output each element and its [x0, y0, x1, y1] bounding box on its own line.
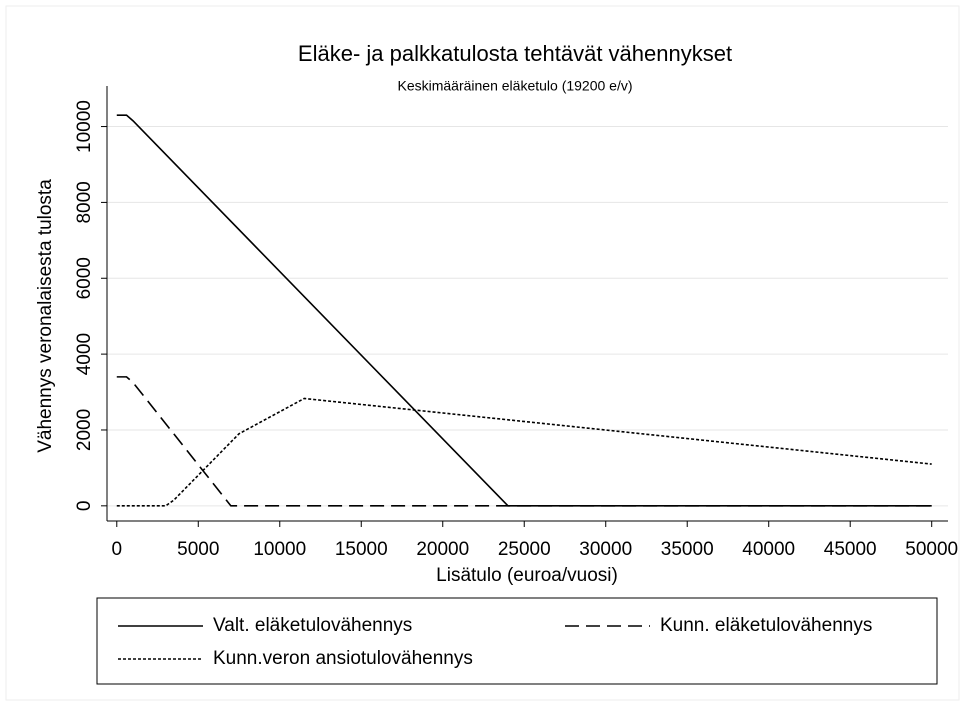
y-tick-label: 0 — [74, 501, 95, 512]
graph-frame — [5, 5, 960, 701]
legend-box — [96, 597, 938, 685]
chart-subtitle: Keskimääräinen eläketulo (19200 e/v) — [397, 78, 632, 94]
x-tick-label: 45000 — [824, 539, 877, 560]
y-tick-label: 4000 — [74, 333, 95, 375]
series-line — [116, 376, 932, 507]
y-axis-title: Vähennys veronalaisesta tulosta — [35, 179, 56, 453]
y-tick-label: 10000 — [74, 100, 95, 153]
y-tick-label: 6000 — [74, 257, 95, 299]
x-tick-label: 25000 — [498, 539, 551, 560]
x-tick-label: 30000 — [579, 539, 632, 560]
x-tick-label: 20000 — [416, 539, 469, 560]
y-tick-label: 8000 — [74, 181, 95, 223]
legend-label: Kunn. eläketulovähennys — [660, 615, 872, 636]
series-line — [116, 397, 932, 507]
x-axis-title: Lisätulo (euroa/vuosi) — [436, 565, 618, 586]
legend-label: Kunn.veron ansiotulovähennys — [213, 648, 473, 669]
x-tick-label: 40000 — [742, 539, 795, 560]
x-tick-label: 35000 — [661, 539, 714, 560]
x-tick-label: 0 — [111, 539, 122, 560]
chart-title: Eläke- ja palkkatulosta tehtävät vähenny… — [298, 41, 732, 66]
x-tick-label: 50000 — [905, 539, 958, 560]
x-tick-label: 10000 — [253, 539, 306, 560]
x-tick-label: 15000 — [335, 539, 388, 560]
legend-label: Valt. eläketulovähennys — [213, 615, 412, 636]
y-tick-label: 2000 — [74, 409, 95, 451]
x-tick-label: 5000 — [177, 539, 219, 560]
